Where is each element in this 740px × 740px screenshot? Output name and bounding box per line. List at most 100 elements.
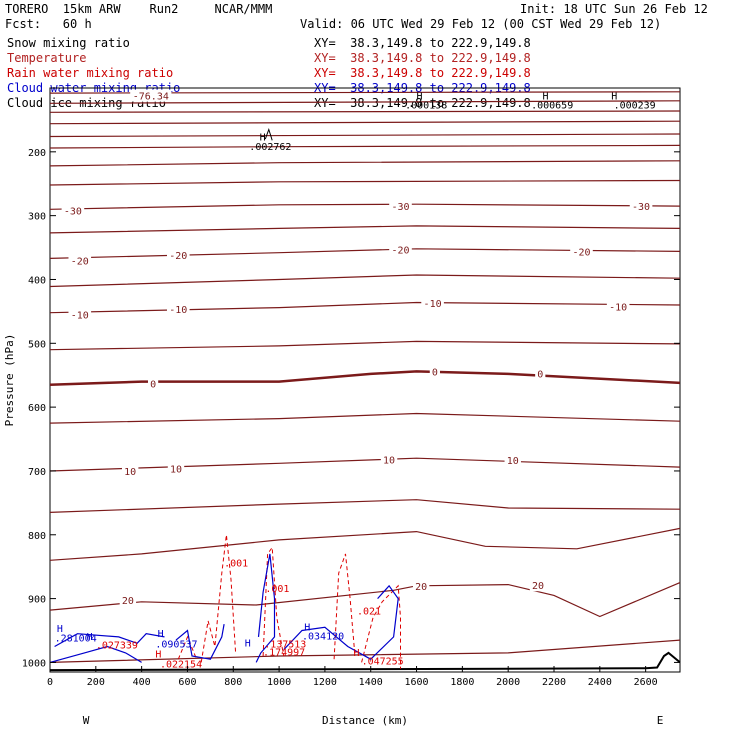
legend-field-name: Snow mixing ratio	[7, 36, 130, 50]
temperature-contour-label: -30	[391, 202, 409, 213]
y-tick-label: 800	[28, 531, 46, 542]
temperature-label-bg	[121, 464, 139, 477]
temperature-contour-label: -30	[64, 207, 82, 218]
y-tick-label: 700	[28, 467, 46, 478]
temperature-label-bg	[606, 300, 630, 313]
temperature-contour-label: 10	[170, 464, 182, 475]
temperature-contour	[49, 370, 681, 387]
snow-label: .002762	[249, 142, 291, 153]
y-tick-label: 900	[28, 595, 46, 606]
temperature-label-bg	[61, 204, 85, 217]
snow-label: .000239	[614, 100, 656, 111]
x-tick-label: 400	[133, 677, 151, 688]
y-tick-label: 1000	[22, 658, 46, 669]
legend-field-xy: XY= 38.3,149.8 to 222.9,149.8	[314, 66, 531, 80]
temperature-contour	[49, 144, 681, 149]
temperature-label-bg	[130, 89, 172, 102]
x-tick-label: 800	[224, 677, 242, 688]
temperature-contour	[49, 248, 681, 259]
temperature-label-bg	[147, 377, 159, 390]
temperature-label-bg	[166, 249, 190, 262]
temperature-contour	[49, 274, 681, 288]
terrain-line	[49, 651, 681, 672]
temperature-contour-label: 20	[532, 581, 544, 592]
temperature-label-bg	[389, 243, 412, 256]
snow-label: H	[417, 91, 423, 102]
cloud-water-label: .090537	[155, 640, 197, 651]
legend-field-name: Rain water mixing ratio	[7, 66, 174, 80]
y-axis-title: Pressure (hPa)	[3, 334, 16, 427]
x-tick-label: 1000	[267, 677, 291, 688]
temperature-label-bg	[166, 302, 190, 315]
cloud-water-label: H	[158, 629, 164, 640]
temperature-contour	[49, 301, 681, 314]
temperature-label-bg	[412, 579, 430, 592]
rain-label: .174997	[263, 647, 305, 658]
temperature-contour-label: 20	[415, 582, 427, 593]
temperature-contour	[49, 133, 681, 138]
legend-field-xy: XY= 38.3,149.8 to 222.9,149.8	[314, 96, 531, 110]
rain-contour	[333, 553, 356, 660]
temperature-label-bg	[167, 462, 185, 475]
temperature-contour-label: 10	[383, 455, 395, 466]
temperature-contour	[49, 639, 681, 663]
cloud-water-contour	[49, 645, 142, 663]
temperature-contour	[49, 340, 681, 351]
temperature-contour	[49, 179, 681, 186]
y-tick-label: 500	[28, 339, 46, 350]
rain-label: .021	[357, 607, 381, 618]
temperature-contour-label: -10	[609, 302, 627, 313]
temperature-contour-label: -20	[572, 247, 590, 258]
east-label: E	[657, 714, 664, 727]
model-line: TORERO 15km ARW Run2 NCAR/MMM	[5, 2, 273, 16]
y-tick-label: 300	[28, 212, 46, 223]
temperature-contour	[49, 527, 681, 561]
x-tick-label: 2400	[588, 677, 612, 688]
temperature-label-bg	[429, 365, 440, 378]
x-axis-title: Distance (km)	[322, 714, 408, 727]
temperature-contour	[49, 100, 681, 104]
snow-label: H	[543, 91, 549, 102]
cloud-water-label: H	[245, 638, 251, 649]
rain-contour	[177, 635, 198, 660]
rain-contour	[361, 584, 401, 669]
x-tick-label: 1200	[313, 677, 337, 688]
cloud-water-label: H	[304, 623, 310, 634]
snow-label: .000659	[531, 100, 573, 111]
x-tick-label: 1400	[359, 677, 383, 688]
snow-label: H	[260, 132, 266, 143]
temperature-contour-label: 20	[122, 596, 134, 607]
temperature-contour-label: 0	[537, 369, 543, 380]
rain-label: .137513	[264, 640, 306, 651]
temperature-label-bg	[421, 297, 444, 310]
temperature-contour-label: -76.34	[133, 92, 169, 103]
cloud-water-label: .034120	[302, 631, 344, 642]
legend-field-xy: XY= 38.3,149.8 to 222.9,149.8	[314, 36, 531, 50]
temperature-contour	[49, 457, 681, 472]
temperature-label-bg	[629, 200, 653, 213]
x-tick-label: 2200	[542, 677, 566, 688]
temperature-label-bg	[504, 454, 521, 467]
snow-contour	[264, 127, 273, 141]
temperature-label-bg	[68, 308, 92, 321]
rain-label: .027339	[96, 640, 138, 651]
y-tick-label: 200	[28, 148, 46, 159]
temperature-label-bg	[119, 593, 137, 606]
west-label: W	[83, 714, 90, 727]
temperature-contour-label: 0	[150, 380, 156, 391]
cloud-water-contour	[255, 553, 276, 663]
legend-field-name: Temperature	[7, 51, 87, 65]
cloud-water-contour	[175, 623, 225, 660]
x-tick-label: 200	[87, 677, 105, 688]
plot-frame	[49, 87, 681, 673]
valid-line: Valid: 06 UTC Wed 29 Feb 12 (00 CST Wed …	[300, 17, 662, 31]
rain-label: .001	[265, 584, 289, 595]
temperature-label-bg	[535, 367, 546, 380]
rain-label: H	[354, 648, 360, 659]
rain-label: H	[155, 649, 161, 660]
x-tick-label: 0	[47, 677, 53, 688]
temperature-contour-label: -10	[169, 305, 187, 316]
init-line: Init: 18 UTC Sun 26 Feb 12	[520, 2, 708, 16]
temperature-contour-label: -20	[391, 245, 409, 256]
rain-label: .047255	[362, 656, 404, 667]
